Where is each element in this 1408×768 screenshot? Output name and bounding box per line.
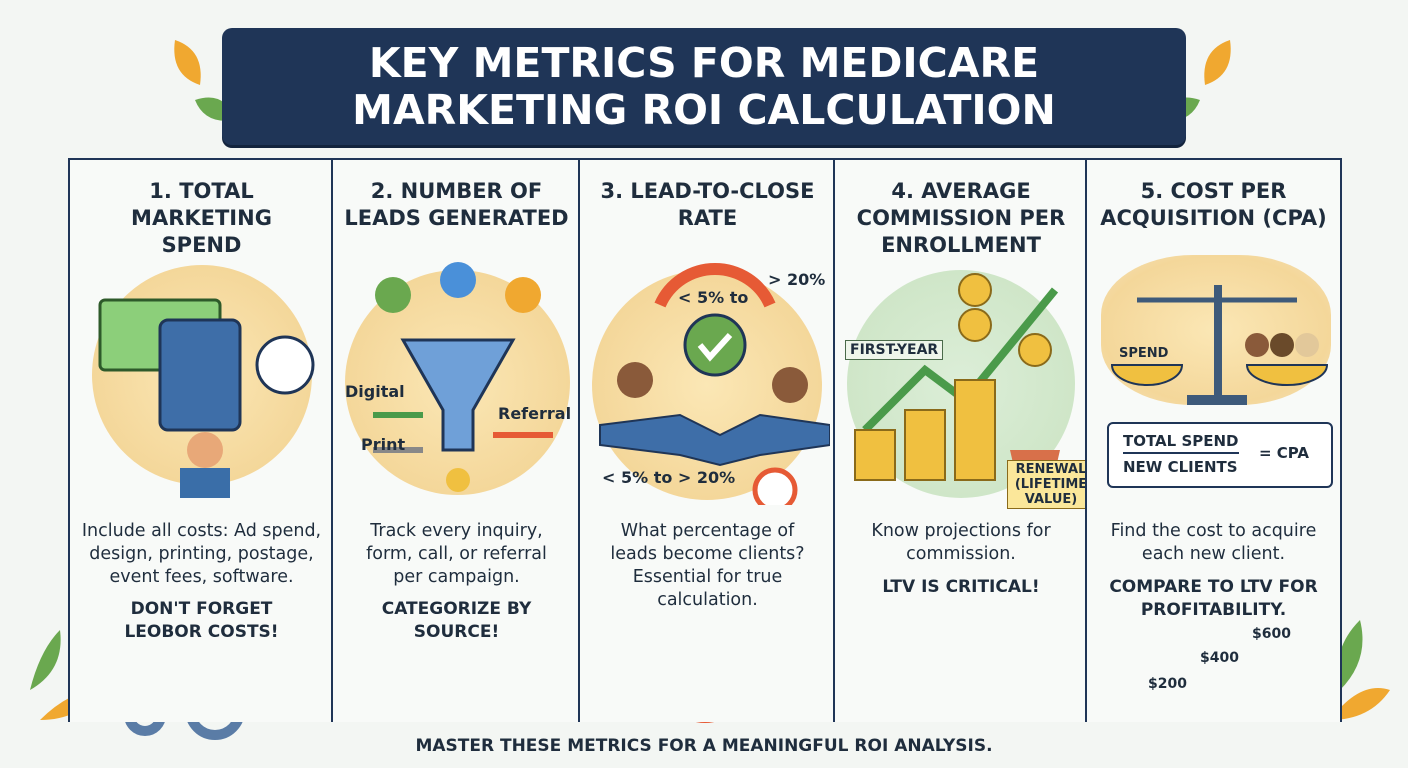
icon xyxy=(373,262,553,492)
label: < 5% to xyxy=(678,288,749,307)
icon xyxy=(599,262,830,505)
panel-title: 4. AVERAGE COMMISSION PER ENROLLMENT xyxy=(856,179,1066,257)
panel-title: 1. TOTAL MARKETING SPEND xyxy=(131,179,272,257)
icon xyxy=(98,298,315,498)
panel-title: 5. COST PER ACQUISITION (CPA) xyxy=(1100,179,1327,230)
bar-label: $200 xyxy=(1148,676,1187,692)
label: SPEND xyxy=(1119,346,1169,361)
panel: 3. LEAD-TO-CLOSE RATE < 5% to > 20% < 5%… xyxy=(578,158,837,722)
bar-label: $600 xyxy=(1252,626,1291,642)
bar-label: $400 xyxy=(1200,650,1239,666)
panel: 2. NUMBER OF LEADS GENERATED Digital Pri… xyxy=(331,158,582,722)
label: FIRST-YEAR xyxy=(845,340,944,360)
title: KEY METRICS FOR MEDICARE MARKETING ROI C… xyxy=(352,39,1056,134)
label: < 5% to > 20% xyxy=(602,468,736,487)
icon xyxy=(854,273,1060,485)
panel: 1. TOTAL MARKETING SPEND Include all cos… xyxy=(68,158,335,722)
panel-title: 2. NUMBER OF LEADS GENERATED xyxy=(344,179,569,230)
label: = CPA xyxy=(1259,444,1310,462)
description: Find the cost to acquire each new client… xyxy=(1110,521,1317,564)
description: Know projections for commission. xyxy=(871,521,1051,564)
panel: 5. COST PER ACQUISITION (CPA) SPEND TOTA… xyxy=(1085,158,1342,722)
description: Track every inquiry, form, call, or refe… xyxy=(366,521,547,587)
label: > 20% xyxy=(768,270,826,289)
label: Digital xyxy=(345,382,405,401)
formula-box: TOTAL SPEND NEW CLIENTS = CPA xyxy=(1107,422,1333,488)
label: NEW CLIENTS xyxy=(1123,458,1238,476)
emphasis: LTV IS CRITICAL! xyxy=(882,577,1040,597)
emphasis: COMPARE TO LTV FOR PROFITABILITY. xyxy=(1109,577,1318,620)
label: Print xyxy=(361,435,406,454)
label: Referral xyxy=(498,404,572,423)
emphasis: CATEGORIZE BY SOURCE! xyxy=(381,599,532,642)
title-banner: KEY METRICS FOR MEDICARE MARKETING ROI C… xyxy=(222,28,1186,145)
emphasis: DON'T FORGET LEOBOR COSTS! xyxy=(124,599,279,642)
panel: 4. AVERAGE COMMISSION PER ENROLLMENT FIR… xyxy=(833,158,1095,722)
description: What percentage of leads become clients?… xyxy=(610,521,805,610)
label: RENEWAL (LIFETIME VALUE) xyxy=(1007,460,1095,509)
panel-title: 3. LEAD-TO-CLOSE RATE xyxy=(600,179,815,230)
description: Include all costs: Ad spend, design, pri… xyxy=(81,521,322,587)
icon xyxy=(1110,285,1329,405)
label: TOTAL SPEND xyxy=(1123,432,1239,454)
footer: MASTER THESE METRICS FOR A MEANINGFUL RO… xyxy=(415,736,993,756)
